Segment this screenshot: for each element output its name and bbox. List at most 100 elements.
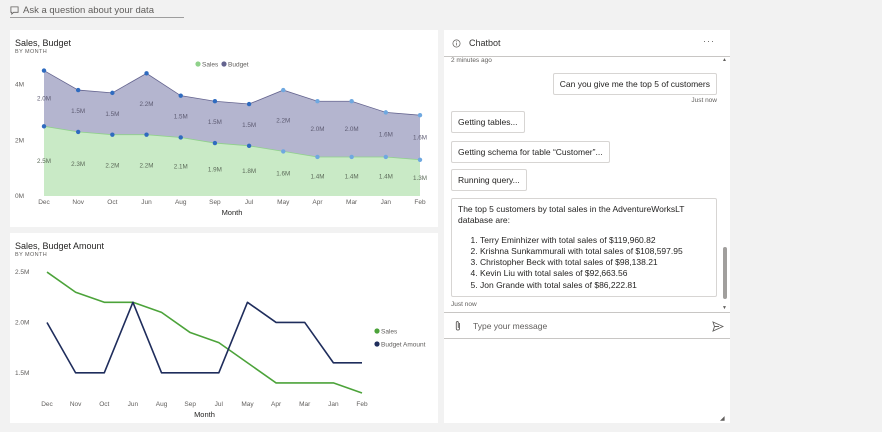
sales-data-label: 2.1M (174, 164, 188, 171)
budget-area (44, 70, 420, 160)
x-tick-label: Jan (328, 401, 339, 408)
budget-point (281, 87, 286, 93)
list-item: Christopher Beck with total sales of $98… (480, 257, 710, 268)
sales-budget-area-chart: 0M 2M 4M 2.0M 2.5M Dec 1.5M 2.3M Nov 1.5M 2.2M Oct 2… (15, 61, 427, 217)
x-tick-label: Nov (72, 199, 84, 206)
budget-data-label: 2.0M (310, 126, 324, 133)
x-tick-label: Mar (346, 199, 358, 206)
sales-data-label: 1.4M (310, 173, 324, 180)
x-tick-label: Jan (381, 199, 392, 206)
budget-data-label: 1.6M (413, 134, 427, 141)
budget-data-label: 2.0M (345, 126, 359, 133)
chat-scrollbar[interactable]: ▲ ▼ (720, 57, 730, 311)
resize-handle-icon[interactable]: ◢ (720, 416, 725, 422)
x-tick-label: Apr (271, 401, 282, 408)
sales-point (281, 149, 286, 154)
sales-budget-chart-visual[interactable]: Sales, Budget BY MONTH 0M 2M 4M 2.0M 2.5M Dec… (10, 30, 438, 227)
chat-bubble-icon (10, 6, 19, 15)
sales-data-label: 1.4M (345, 173, 359, 180)
sales-point (41, 124, 47, 129)
y-tick-label: 1.5M (15, 370, 29, 377)
budget-point (246, 101, 252, 107)
x-tick-label: Feb (414, 199, 426, 206)
sales-data-label: 1.3M (413, 175, 427, 182)
x-tick-label: Oct (99, 401, 109, 408)
budget-point (315, 99, 320, 104)
sales-line (46, 271, 363, 394)
bot-answer-message: The top 5 customers by total sales in th… (451, 198, 717, 298)
x-tick-label: May (241, 401, 254, 408)
y-tick-label: 0M (15, 193, 24, 200)
chatbot-panel: Chatbot ··· 2 minutes ago Can you give m… (444, 30, 730, 423)
bot-message: Getting tables... (451, 111, 525, 133)
user-message: Can you give me the top 5 of customers (552, 73, 717, 95)
budget-point (383, 110, 389, 115)
y-tick-label: 4M (15, 82, 24, 89)
sales-point (246, 143, 252, 149)
sales-data-label: 2.2M (105, 162, 119, 169)
sales-point (178, 135, 183, 140)
sales-point (315, 154, 320, 160)
x-axis-title: Month (194, 410, 215, 419)
budget-data-label: 2.0M (37, 95, 51, 102)
legend-marker (195, 61, 201, 67)
sales-area (44, 126, 420, 196)
send-icon[interactable] (712, 321, 724, 332)
scroll-down-icon[interactable]: ▼ (722, 305, 727, 311)
sales-point (417, 157, 423, 162)
sales-budget-amount-line-chart: 1.5M 2.0M 2.5M Dec Nov Oct Jun Aug Sep Jul May Apr M… (15, 269, 426, 419)
scroll-up-icon[interactable]: ▲ (722, 57, 727, 63)
budget-data-label: 2.2M (140, 101, 154, 108)
x-tick-label: Nov (70, 401, 82, 408)
message-timestamp: Just now (691, 97, 717, 104)
budget-point (417, 112, 423, 118)
list-item: Jon Grande with total sales of $86,222.8… (480, 280, 710, 291)
sales-point (383, 154, 389, 160)
budget-data-label: 1.5M (242, 122, 256, 129)
sales-data-label: 2.2M (140, 162, 154, 169)
budget-point (75, 87, 81, 93)
budget-data-label: 1.5M (105, 111, 119, 118)
sales-budget-amount-chart-visual[interactable]: Sales, Budget Amount BY MONTH 1.5M 2.0M 2.… (10, 233, 438, 423)
x-axis-title: Month (222, 208, 243, 217)
x-tick-label: Sep (184, 401, 196, 408)
chatbot-title: Chatbot (469, 38, 501, 48)
budget-point (212, 99, 218, 104)
paperclip-icon[interactable] (454, 320, 462, 332)
x-tick-label: Dec (41, 401, 53, 408)
x-tick-label: Apr (312, 199, 323, 206)
sales-point (75, 129, 81, 135)
budget-point (110, 90, 115, 96)
message-timestamp: 2 minutes ago (451, 57, 492, 64)
sales-data-label: 2.5M (37, 158, 51, 165)
list-item: Kevin Liu with total sales of $92,663.56 (480, 268, 710, 279)
legend-label: Budget Amount (381, 341, 426, 348)
sales-data-label: 1.6M (276, 171, 290, 178)
x-tick-label: Aug (175, 199, 187, 206)
x-tick-label: May (277, 199, 290, 206)
message-list[interactable]: 2 minutes ago Can you give me the top 5 … (444, 57, 724, 311)
sales-point (110, 132, 115, 137)
x-tick-label: Jul (215, 401, 224, 408)
budget-line (43, 70, 421, 116)
sales-line (43, 125, 421, 161)
scrollbar-thumb[interactable] (723, 247, 727, 299)
qa-search-input[interactable]: Ask a question about your data (10, 4, 184, 18)
bot-answer-intro: The top 5 customers by total sales in th… (458, 204, 685, 226)
list-item: Krishna Sunkammurali with total sales of… (480, 246, 710, 257)
legend-marker (221, 61, 227, 67)
legend-label: Sales (381, 328, 398, 335)
chart-title: Sales, Budget (15, 38, 72, 48)
chart-subtitle: BY MONTH (15, 252, 48, 258)
more-options-icon[interactable]: ··· (703, 36, 715, 46)
info-icon[interactable] (452, 39, 461, 48)
chart-title: Sales, Budget Amount (15, 241, 105, 251)
budget-point (144, 71, 149, 76)
sales-point (212, 140, 218, 146)
x-tick-label: Aug (156, 401, 168, 408)
message-input[interactable] (473, 319, 693, 333)
sales-point (349, 154, 354, 160)
budget-data-label: 1.5M (174, 114, 188, 121)
legend-marker (374, 341, 380, 347)
budget-data-label: 1.5M (208, 119, 222, 126)
